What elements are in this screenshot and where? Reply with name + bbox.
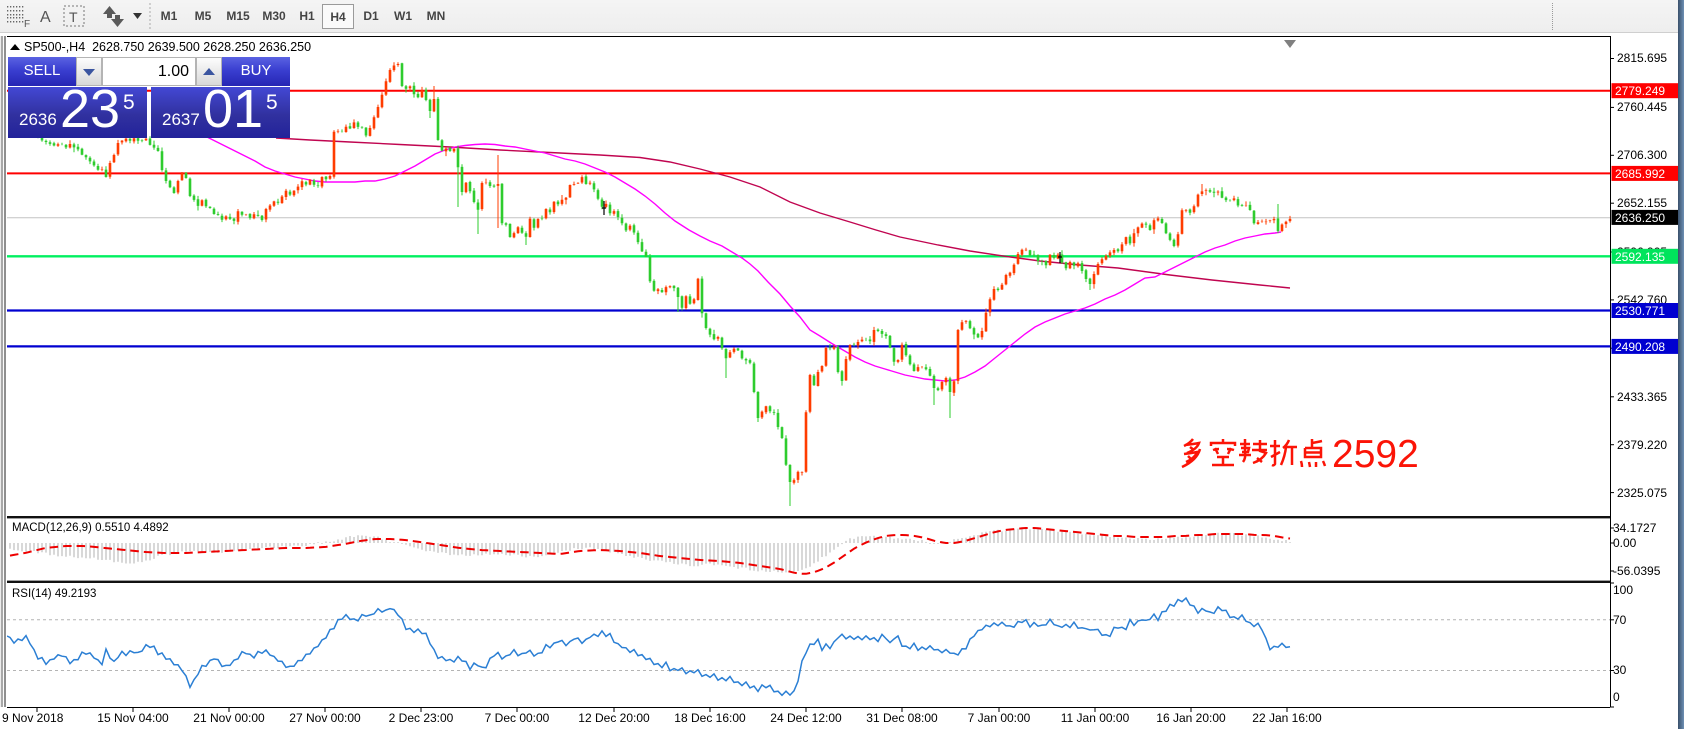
svg-text:7 Dec 00:00: 7 Dec 00:00 — [485, 711, 550, 725]
svg-text:30: 30 — [1613, 663, 1627, 677]
svg-text:70: 70 — [1613, 613, 1627, 627]
svg-text:2815.695: 2815.695 — [1617, 51, 1667, 65]
svg-text:RSI(14) 49.2193: RSI(14) 49.2193 — [12, 588, 96, 600]
svg-text:2 Dec 23:00: 2 Dec 23:00 — [389, 711, 454, 725]
svg-text:MACD(12,26,9) 0.5510 4.4892: MACD(12,26,9) 0.5510 4.4892 — [12, 522, 169, 534]
svg-text:2433.365: 2433.365 — [1617, 390, 1667, 404]
svg-text:2685.992: 2685.992 — [1615, 167, 1665, 181]
svg-text:22 Jan 16:00: 22 Jan 16:00 — [1252, 711, 1322, 725]
svg-text:A: A — [40, 9, 51, 26]
svg-text:18 Dec 16:00: 18 Dec 16:00 — [674, 711, 746, 725]
svg-text:2779.249: 2779.249 — [1615, 84, 1665, 98]
svg-text:2325.075: 2325.075 — [1617, 486, 1667, 500]
svg-text:2379.220: 2379.220 — [1617, 438, 1667, 452]
svg-text:2530.771: 2530.771 — [1615, 304, 1665, 318]
svg-text:21 Nov 00:00: 21 Nov 00:00 — [193, 711, 265, 725]
svg-text:12 Dec 20:00: 12 Dec 20:00 — [578, 711, 650, 725]
svg-text:24 Dec 12:00: 24 Dec 12:00 — [770, 711, 842, 725]
svg-text:2652.155: 2652.155 — [1617, 196, 1667, 210]
svg-text:9 Nov 2018: 9 Nov 2018 — [2, 711, 64, 725]
svg-text:2636.250: 2636.250 — [1615, 211, 1665, 225]
svg-text:31 Dec 08:00: 31 Dec 08:00 — [866, 711, 938, 725]
svg-text:F: F — [24, 19, 30, 30]
svg-text:7 Jan 00:00: 7 Jan 00:00 — [968, 711, 1031, 725]
svg-text:11 Jan 00:00: 11 Jan 00:00 — [1061, 711, 1130, 725]
svg-text:2592: 2592 — [1332, 433, 1419, 476]
svg-text:2706.300: 2706.300 — [1617, 148, 1667, 162]
svg-text:2592.135: 2592.135 — [1615, 250, 1665, 264]
svg-text:T: T — [69, 9, 78, 25]
svg-text:34.1727: 34.1727 — [1613, 521, 1657, 535]
svg-text:27 Nov 00:00: 27 Nov 00:00 — [289, 711, 361, 725]
svg-text:2760.445: 2760.445 — [1617, 100, 1667, 114]
svg-text:15 Nov 04:00: 15 Nov 04:00 — [97, 711, 169, 725]
svg-text:16 Jan 20:00: 16 Jan 20:00 — [1156, 711, 1226, 725]
svg-text:100: 100 — [1613, 583, 1633, 597]
svg-text:0: 0 — [1613, 690, 1620, 704]
svg-text:2490.208: 2490.208 — [1615, 340, 1665, 354]
svg-text:SP500-,H4 2628.750 2639.500 2: SP500-,H4 2628.750 2639.500 2628.250 263… — [24, 40, 311, 54]
svg-text:0.00: 0.00 — [1613, 536, 1637, 550]
svg-text:-56.0395: -56.0395 — [1613, 564, 1661, 578]
